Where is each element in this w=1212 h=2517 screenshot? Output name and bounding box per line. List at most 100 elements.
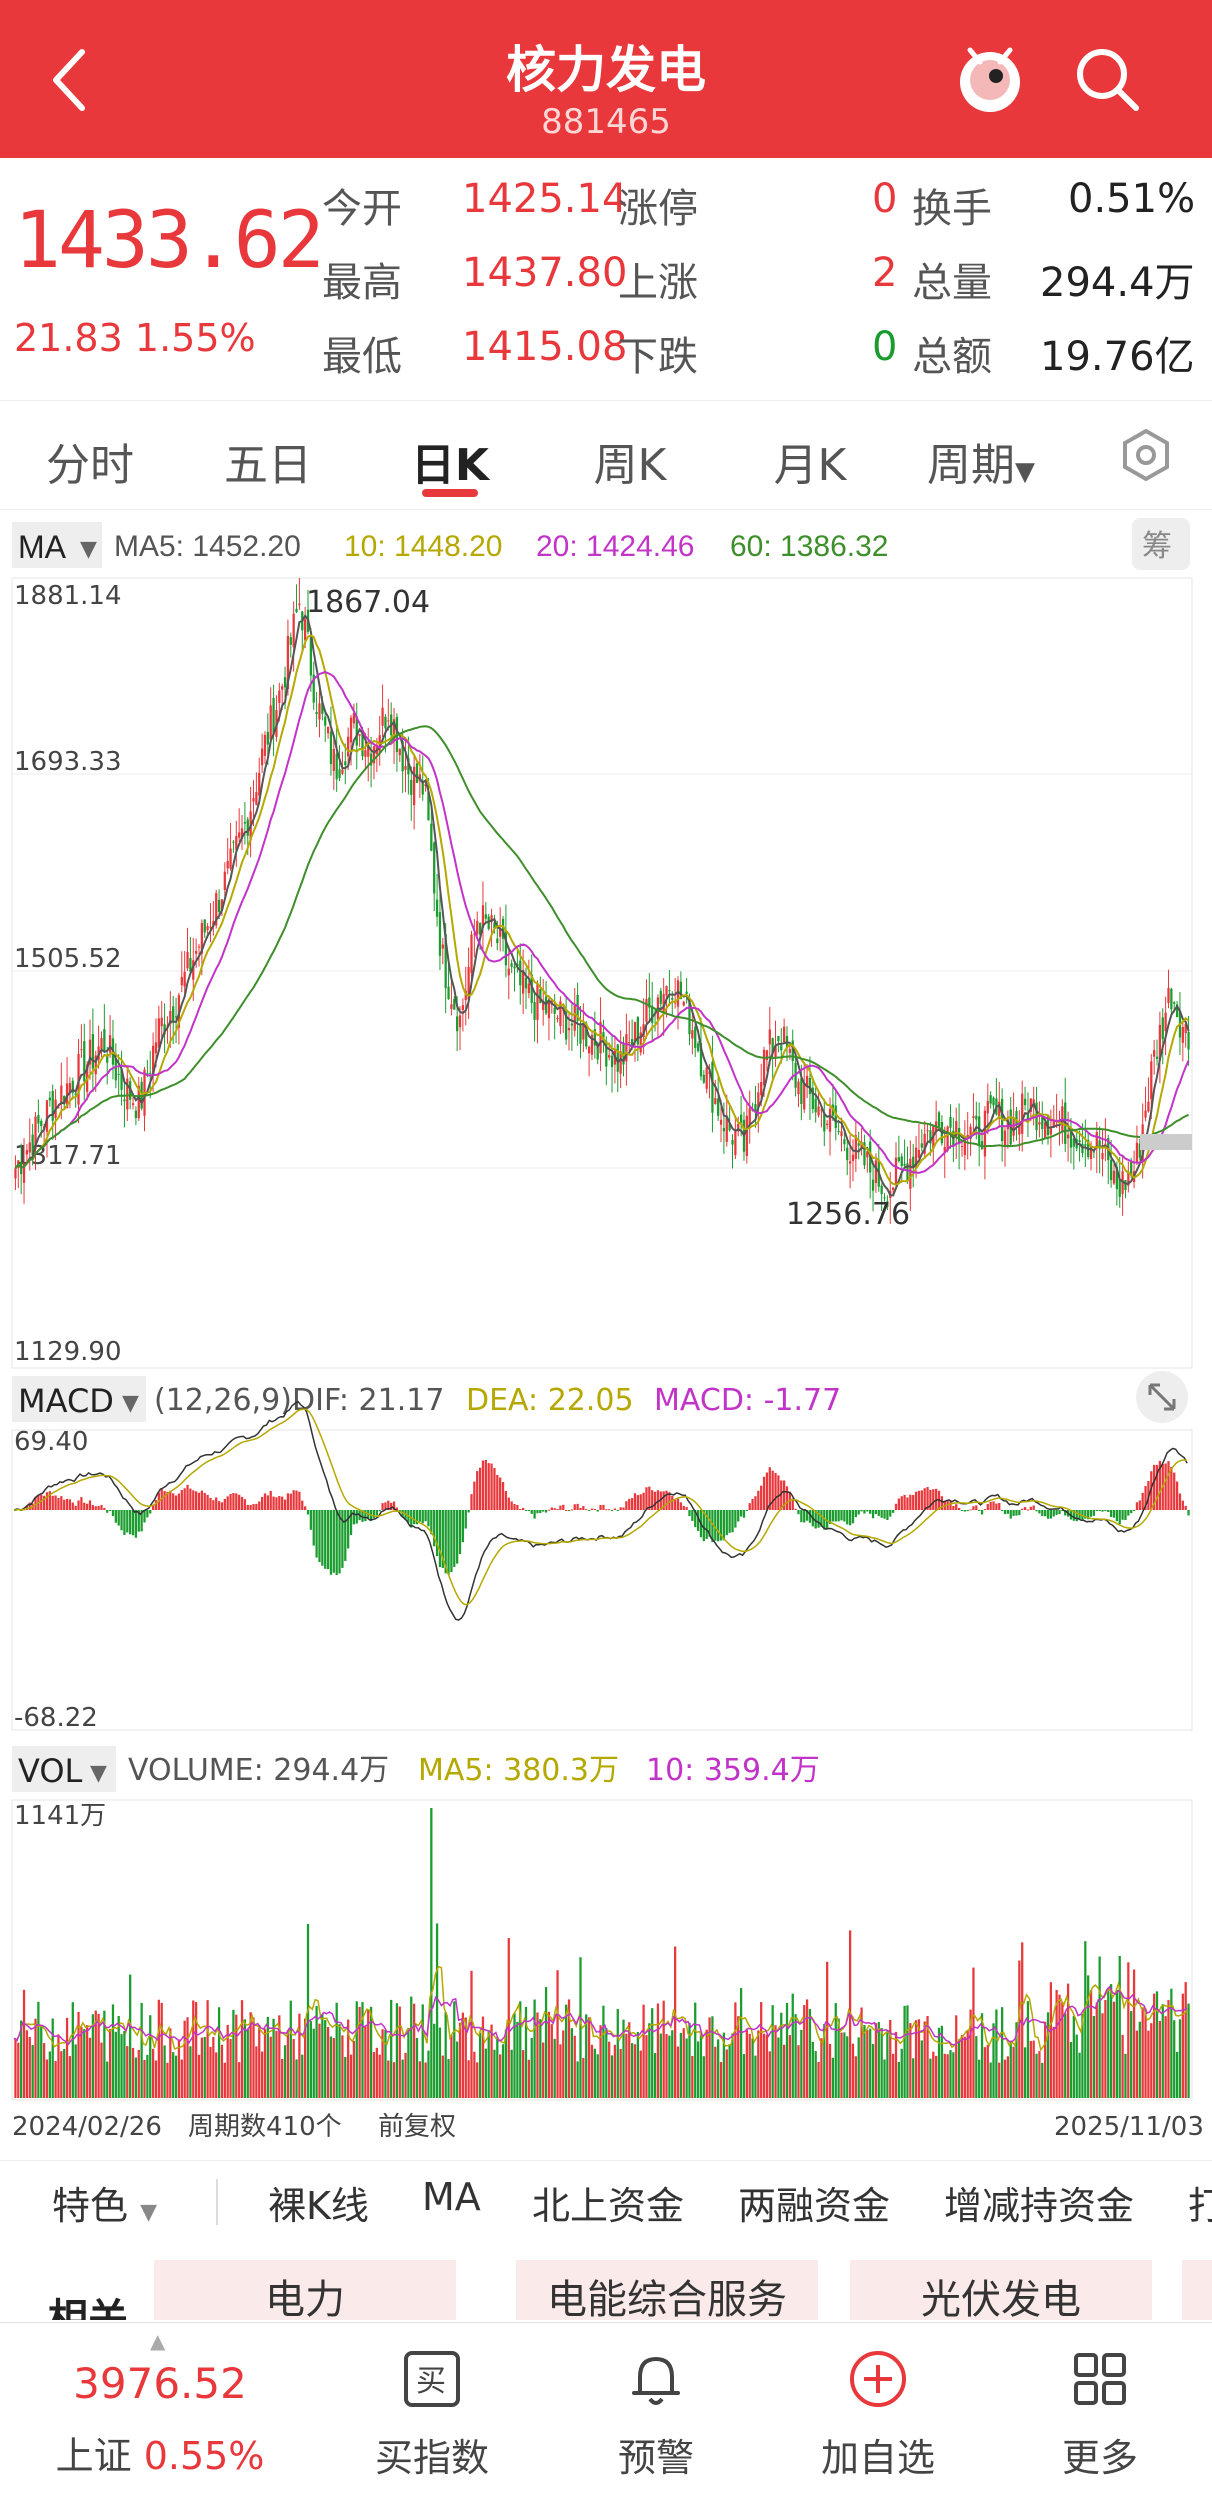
more-button[interactable]: 更多 bbox=[1000, 2323, 1200, 2517]
tab-holdings-change[interactable]: 增减持资金 bbox=[944, 2184, 1135, 2228]
candle-body bbox=[903, 1163, 906, 1166]
tab-northbound[interactable]: 北上资金 bbox=[532, 2184, 685, 2228]
volume-bar bbox=[447, 2059, 450, 2098]
volume-bar bbox=[748, 2033, 751, 2098]
macd-bar bbox=[914, 1491, 918, 1510]
macd-bar bbox=[441, 1510, 444, 1568]
volume-bar bbox=[476, 2062, 479, 2098]
macd-bar bbox=[478, 1467, 482, 1510]
macd-bar bbox=[1155, 1465, 1159, 1510]
volume-bar bbox=[843, 2032, 846, 2098]
macd-bar bbox=[255, 1503, 258, 1510]
volume-bar bbox=[295, 2059, 298, 2098]
price-change: 21.83 1.55% bbox=[14, 316, 256, 360]
volume-bar bbox=[364, 2025, 367, 2098]
macd-bar bbox=[1181, 1500, 1184, 1510]
chip-button-bg[interactable] bbox=[1132, 518, 1190, 570]
macd-bar bbox=[656, 1490, 660, 1510]
volume-bar bbox=[1012, 2046, 1015, 2098]
macd-bar bbox=[906, 1497, 909, 1510]
volume-value: 294.4万 bbox=[1040, 260, 1195, 306]
macd-selector[interactable]: MACD bbox=[18, 1382, 114, 1420]
related-item[interactable]: 光伏发电 bbox=[850, 2260, 1152, 2320]
macd-bar bbox=[195, 1491, 198, 1510]
tab-five-day[interactable]: 五日 bbox=[224, 440, 312, 491]
tab-intraday[interactable]: 分时 bbox=[46, 440, 134, 491]
tab-weekly-k[interactable]: 周K bbox=[593, 440, 667, 491]
candle-body bbox=[229, 848, 232, 869]
bell-icon bbox=[632, 2357, 680, 2405]
tab-monthly-k[interactable]: 月K bbox=[773, 440, 847, 491]
hexagon-settings-icon[interactable] bbox=[1116, 425, 1176, 485]
volume-bar bbox=[232, 2009, 235, 2098]
macd-bar bbox=[487, 1463, 490, 1510]
volume-bar bbox=[123, 2031, 126, 2098]
candle-body bbox=[309, 635, 313, 676]
alert-button[interactable]: 预警 bbox=[556, 2323, 756, 2517]
tab-naked-k[interactable]: 裸K线 bbox=[268, 2184, 369, 2228]
add-watchlist-button[interactable]: 加自选 bbox=[778, 2323, 978, 2517]
candle-body bbox=[410, 779, 413, 795]
tab-ma[interactable]: MA bbox=[422, 2175, 481, 2219]
quote-panel: 1433.62 21.83 1.55% 今开 1425.14 涨停 0 换手 0… bbox=[0, 158, 1212, 400]
back-arrow-icon[interactable] bbox=[42, 40, 102, 120]
date-end: 2025/11/03 bbox=[1054, 2112, 1204, 2142]
tab-margin[interactable]: 两融资金 bbox=[738, 2184, 891, 2228]
macd-bar bbox=[68, 1499, 72, 1510]
candle-body bbox=[1187, 1031, 1190, 1050]
search-icon[interactable] bbox=[1068, 40, 1148, 120]
volume-bar bbox=[656, 2003, 660, 2098]
macd-bar bbox=[932, 1489, 935, 1510]
chip-button[interactable]: 筹 bbox=[1142, 529, 1172, 564]
macd-value: MACD: -1.77 bbox=[654, 1383, 841, 1418]
candle-body bbox=[335, 753, 338, 780]
index-value[interactable]: 3976.52 bbox=[73, 2359, 247, 2408]
volume-bar bbox=[651, 2008, 654, 2098]
buy-index-button[interactable]: 买 买指数 bbox=[332, 2323, 532, 2517]
volume-bar bbox=[932, 2051, 935, 2098]
ma-selector-bg[interactable] bbox=[12, 522, 102, 568]
tab-daily-k[interactable]: 日K bbox=[410, 440, 490, 491]
adjust-mode[interactable]: 前复权 bbox=[378, 2112, 456, 2142]
tab-period[interactable]: 周期▼ bbox=[906, 429, 1056, 493]
candle-body bbox=[504, 930, 508, 966]
candle-body bbox=[246, 819, 249, 836]
macd-bar bbox=[728, 1510, 731, 1533]
ma-selector[interactable]: MA bbox=[18, 529, 67, 565]
candle-body bbox=[671, 997, 674, 1000]
robot-assistant-icon[interactable] bbox=[950, 40, 1030, 120]
tab-feature[interactable]: 特色 ▼ bbox=[52, 2175, 157, 2230]
macd-bar bbox=[392, 1501, 396, 1510]
candle-body bbox=[814, 1098, 817, 1113]
index-info[interactable]: 上证 0.55% bbox=[0, 2425, 320, 2480]
volume-bar bbox=[894, 2031, 898, 2098]
volume-bar bbox=[846, 2036, 849, 2098]
related-item[interactable]: 电能综合服务 bbox=[516, 2260, 818, 2320]
expand-icon[interactable] bbox=[1148, 1383, 1176, 1411]
price-axis-2: 1693.33 bbox=[14, 747, 122, 777]
related-item-partial[interactable] bbox=[1182, 2260, 1212, 2320]
volume-bar bbox=[80, 2026, 83, 2098]
macd-bar bbox=[200, 1490, 204, 1510]
candle-body bbox=[585, 1023, 588, 1047]
related-item[interactable]: 电力 bbox=[154, 2260, 456, 2320]
vol-selector-bg[interactable] bbox=[12, 1746, 116, 1792]
period-count: 周期数410个 bbox=[188, 2112, 342, 2142]
candle-body bbox=[163, 1024, 166, 1035]
rise-label: 上涨 bbox=[618, 260, 698, 306]
volume-bar bbox=[788, 2035, 792, 2098]
kline-chart-svg[interactable]: MA ▼ MA5: 1452.20 10: 1448.20 20: 1424.4… bbox=[0, 510, 1212, 2150]
macd-bar bbox=[960, 1510, 964, 1511]
tab-more-truncated[interactable]: 打 bbox=[1188, 2184, 1212, 2228]
volume-bar bbox=[1101, 2013, 1104, 2098]
candle-body bbox=[920, 1143, 923, 1148]
candle-body bbox=[788, 1049, 792, 1053]
date-start: 2024/02/26 bbox=[12, 2112, 162, 2142]
macd-selector-bg[interactable] bbox=[12, 1376, 146, 1422]
macd-bar bbox=[143, 1510, 146, 1523]
candle-body bbox=[1029, 1098, 1032, 1112]
kline-chart-area[interactable]: MA ▼ MA5: 1452.20 10: 1448.20 20: 1424.4… bbox=[0, 510, 1212, 2150]
vol-selector[interactable]: VOL bbox=[18, 1752, 83, 1790]
macd-bar bbox=[1087, 1510, 1090, 1520]
macd-bar bbox=[174, 1495, 178, 1510]
